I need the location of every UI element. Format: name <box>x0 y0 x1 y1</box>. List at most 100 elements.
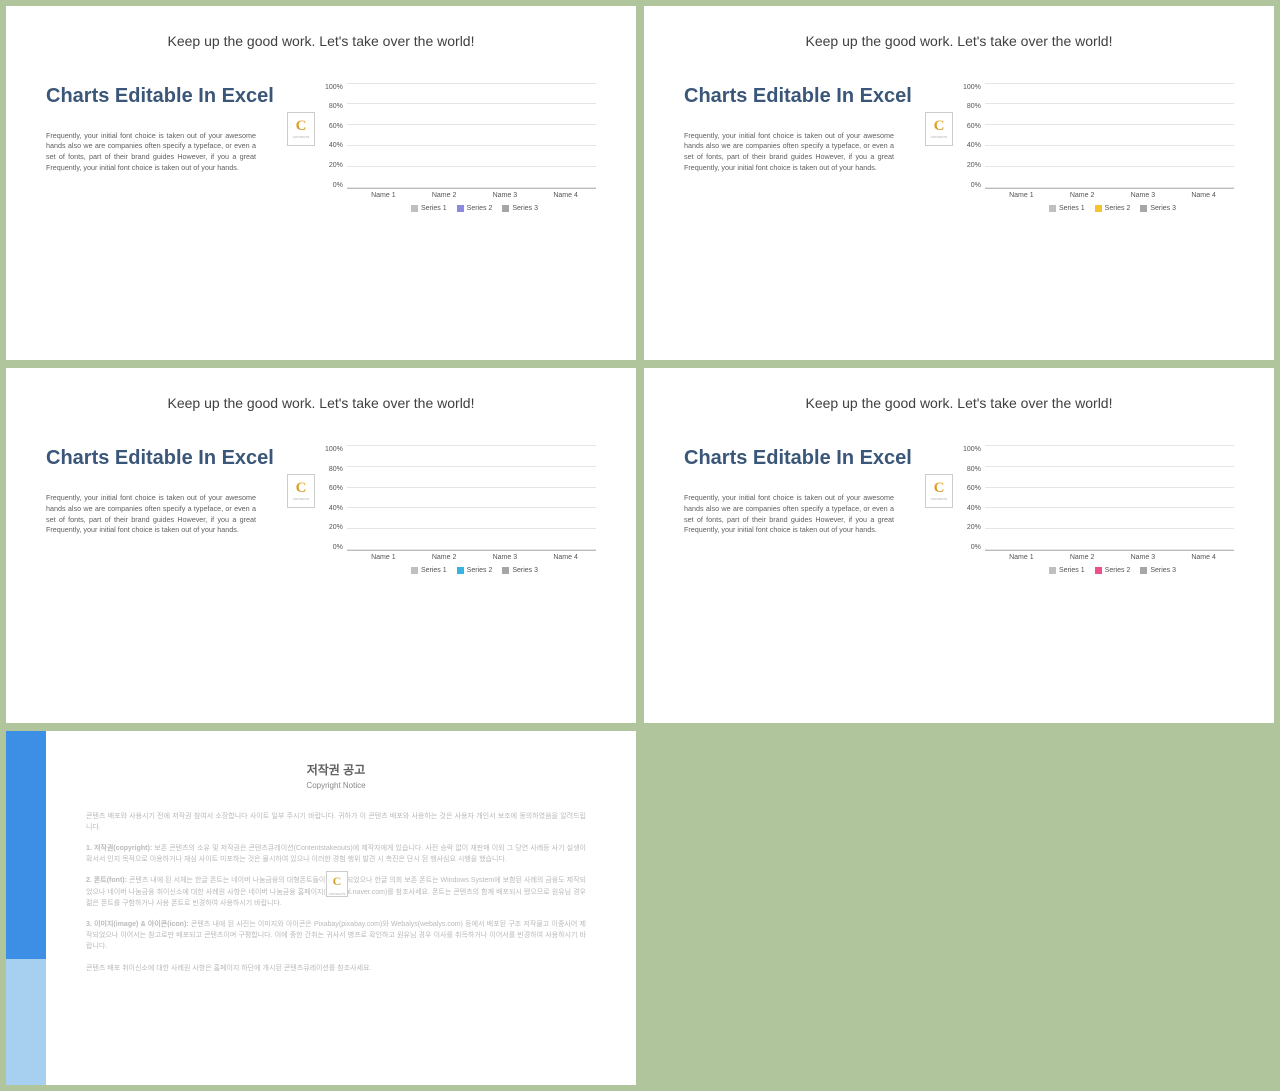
y-tick-label: 80% <box>967 466 981 473</box>
tagline: Keep up the good work. Let's take over t… <box>46 394 596 414</box>
chart-slide: Keep up the good work. Let's take over t… <box>6 6 636 360</box>
chart-body: 100%80%60%40%20%0% <box>325 84 596 189</box>
y-axis: 100%80%60%40%20%0% <box>325 446 347 551</box>
y-axis: 100%80%60%40%20%0% <box>325 84 347 189</box>
legend: Series 1 Series 2 Series 3 <box>963 567 1234 574</box>
legend-item: Series 3 <box>502 205 538 212</box>
y-tick-label: 100% <box>325 446 343 453</box>
legend-label: Series 2 <box>1105 567 1131 574</box>
legend-item: Series 2 <box>1095 567 1131 574</box>
legend-item: Series 1 <box>411 205 447 212</box>
y-tick-label: 60% <box>329 485 343 492</box>
y-tick-label: 80% <box>967 103 981 110</box>
x-tick-label: Name 2 <box>432 554 457 561</box>
legend: Series 1Series 2Series 3 <box>325 567 596 574</box>
copyright-para-3: 3. 이미지(image) & 아이콘(icon): 콘텐츠 내에 된 사진는 … <box>86 919 586 953</box>
legend-item: Series 1 <box>411 567 447 574</box>
plot-area <box>985 446 1234 551</box>
y-tick-label: 40% <box>329 505 343 512</box>
tagline: Keep up the good work. Let's take over t… <box>684 32 1234 52</box>
y-tick-label: 40% <box>329 142 343 149</box>
logo-letter: C <box>296 118 307 135</box>
left-column: Charts Editable In Excel Frequently, your… <box>46 84 277 174</box>
content-row: Charts Editable In ExcelFrequently, your… <box>684 446 1234 574</box>
legend-swatch <box>411 205 418 212</box>
x-tick-label: Name 1 <box>371 554 396 561</box>
chart-title: Charts Editable In Excel <box>684 84 915 109</box>
y-tick-label: 100% <box>963 446 981 453</box>
para-label: 3. 이미지(image) & 아이콘(icon): <box>86 921 191 928</box>
y-axis: 100%80%60%40%20%0% <box>963 84 985 189</box>
chart-title: Charts Editable In Excel <box>46 84 277 109</box>
copyright-para-intro: 콘텐츠 배포와 사용시기 전에 저작권 참여서 소장합니다 사이트 일부 주시기… <box>86 811 586 833</box>
body-text: Frequently, your initial font choice is … <box>46 131 256 174</box>
legend-label: Series 2 <box>1105 205 1131 212</box>
y-tick-label: 100% <box>963 84 981 91</box>
chart-title: Charts Editable In Excel <box>684 446 915 471</box>
slide-grid: Keep up the good work. Let's take over t… <box>6 6 1274 1085</box>
y-tick-label: 0% <box>333 544 343 551</box>
plot-area <box>347 84 596 189</box>
legend-item: Series 1 <box>1049 205 1085 212</box>
chart-slide: Keep up the good work. Let's take over t… <box>6 368 636 722</box>
x-tick-label: Name 3 <box>1131 554 1156 561</box>
legend-label: Series 3 <box>512 205 538 212</box>
x-tick-label: Name 2 <box>432 192 457 199</box>
chart-body: 100%80%60%40%20%0% <box>963 446 1234 551</box>
x-tick-label: Name 2 <box>1070 554 1095 561</box>
x-tick-label: Name 3 <box>493 192 518 199</box>
logo-badge: CCONTENTS <box>925 112 953 146</box>
left-column: Charts Editable In ExcelFrequently, your… <box>684 84 915 174</box>
legend-item: Series 2 <box>1095 205 1131 212</box>
copyright-para-2: 2. 폰트(font): 콘텐츠 내에 된 서체는 한글 폰트는 네이버 나눔금… <box>86 875 586 909</box>
x-tick-label: Name 4 <box>1191 554 1216 561</box>
chart-body: 100%80%60%40%20%0% <box>325 446 596 551</box>
logo-letter: C <box>333 872 342 891</box>
legend-swatch <box>502 567 509 574</box>
bars-container <box>347 84 596 188</box>
x-tick-label: Name 4 <box>553 192 578 199</box>
plot-area <box>985 84 1234 189</box>
logo-subtext: CONTENTS <box>293 497 310 501</box>
legend-label: Series 1 <box>421 205 447 212</box>
left-column: Charts Editable In ExcelFrequently, your… <box>684 446 915 536</box>
accent-top <box>6 731 46 960</box>
y-tick-label: 100% <box>325 84 343 91</box>
legend-swatch <box>1049 567 1056 574</box>
logo-subtext: CONTENTS <box>329 892 346 897</box>
logo-letter: C <box>934 480 945 497</box>
logo-badge: CCONTENTS <box>326 871 348 897</box>
left-column: Charts Editable In ExcelFrequently, your… <box>46 446 277 536</box>
bars-container <box>985 84 1234 188</box>
legend-label: Series 3 <box>1150 567 1176 574</box>
accent-strip <box>6 731 46 1085</box>
y-tick-label: 60% <box>967 485 981 492</box>
legend-item: Series 3 <box>1140 205 1176 212</box>
logo-letter: C <box>296 480 307 497</box>
logo-badge: CCONTENTS <box>287 112 315 146</box>
legend: Series 1Series 2Series 3 <box>325 205 596 212</box>
y-tick-label: 20% <box>967 524 981 531</box>
legend-swatch <box>502 205 509 212</box>
copyright-title-en: Copyright Notice <box>86 780 586 793</box>
bars-container <box>347 446 596 550</box>
content-row: Charts Editable In ExcelFrequently, your… <box>684 84 1234 212</box>
x-tick-label: Name 2 <box>1070 192 1095 199</box>
chart-area: 100%80%60%40%20%0%Name 1Name 2Name 3Name… <box>325 446 596 574</box>
legend-swatch <box>457 567 464 574</box>
legend: Series 1 Series 2 Series 3 <box>963 205 1234 212</box>
legend-label: Series 1 <box>421 567 447 574</box>
x-axis-labels: Name 1Name 2Name 3Name 4 <box>963 192 1234 199</box>
logo-subtext: CONTENTS <box>931 135 948 139</box>
y-tick-label: 20% <box>329 162 343 169</box>
x-axis-labels: Name 1Name 2Name 3Name 4 <box>325 554 596 561</box>
y-tick-label: 0% <box>971 182 981 189</box>
x-tick-label: Name 4 <box>553 554 578 561</box>
logo-subtext: CONTENTS <box>931 497 948 501</box>
legend-item: Series 1 <box>1049 567 1085 574</box>
chart-slide: Keep up the good work. Let's take over t… <box>644 6 1274 360</box>
legend-swatch <box>1140 567 1147 574</box>
y-axis: 100%80%60%40%20%0% <box>963 446 985 551</box>
y-tick-label: 40% <box>967 505 981 512</box>
y-tick-label: 40% <box>967 142 981 149</box>
